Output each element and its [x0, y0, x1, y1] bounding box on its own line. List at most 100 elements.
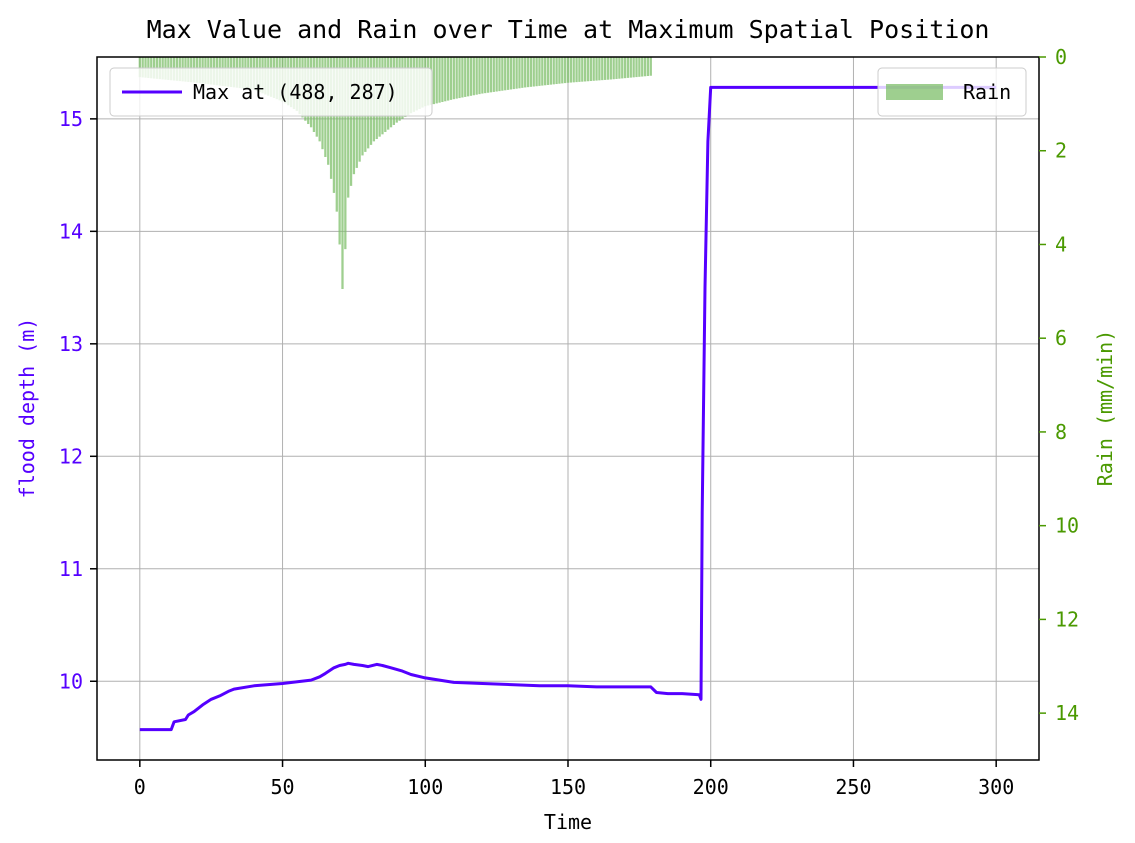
rain-bar [484, 57, 487, 94]
rain-bar [464, 57, 467, 97]
rain-bar [606, 57, 610, 80]
rain-bar [564, 57, 567, 84]
rain-bar [595, 57, 598, 81]
x-tick-label: 50 [270, 775, 294, 799]
rain-bar [341, 57, 344, 289]
rain-bar [329, 57, 333, 179]
rain-bar [641, 57, 644, 77]
rain-bar [561, 57, 564, 84]
rain-bar [586, 57, 590, 82]
rain-bar [526, 57, 530, 88]
rain-bar [512, 57, 515, 90]
rain-bar [506, 57, 510, 90]
y-left-tick-label: 13 [59, 332, 83, 356]
rain-bar [449, 57, 453, 100]
rain-bar [558, 57, 561, 84]
x-tick-label: 150 [550, 775, 586, 799]
rain-bar [552, 57, 555, 85]
rain-bar [544, 57, 547, 86]
rain-bar [349, 57, 353, 186]
rain-bar [643, 57, 647, 77]
rain-bar [438, 57, 441, 103]
x-tick-label: 100 [407, 775, 443, 799]
x-tick-label: 200 [693, 775, 729, 799]
y-axis-right-label: Rain (mm/min) [1093, 330, 1117, 487]
rain-bar [538, 57, 541, 86]
rain-bar [452, 57, 455, 100]
rain-bar [332, 57, 336, 193]
rain-bar [566, 57, 570, 83]
rain-bar [495, 57, 498, 92]
rain-bar [535, 57, 538, 87]
y-right-tick-label: 14 [1055, 701, 1079, 725]
y-axis-right: 0 2 4 6 8 10 12 14 [1039, 45, 1079, 725]
rain-bar [492, 57, 495, 92]
rain-bar [623, 57, 627, 79]
y-right-tick-label: 6 [1055, 326, 1067, 350]
y-right-tick-label: 0 [1055, 45, 1067, 69]
rain-bar [446, 57, 450, 101]
rain-bar [469, 57, 473, 96]
legend-rain-label: Rain [963, 80, 1011, 104]
rain-bar [475, 57, 478, 95]
x-axis-label: Time [544, 810, 592, 834]
y-right-tick-label: 12 [1055, 607, 1079, 631]
rain-bar [458, 57, 461, 99]
rain-bar [598, 57, 601, 81]
rain-bar [472, 57, 475, 96]
rain-bar [581, 57, 584, 82]
legend-rain-swatch [886, 84, 943, 100]
x-tick-label: 300 [978, 775, 1014, 799]
rain-bar [589, 57, 592, 82]
y-left-tick-label: 11 [59, 557, 83, 581]
y-right-tick-label: 10 [1055, 514, 1079, 538]
rain-bar [138, 57, 141, 78]
rain-bar [147, 57, 150, 78]
legend-rain: Rain [877, 67, 1027, 117]
rain-bar [518, 57, 521, 89]
rain-bar [335, 57, 338, 212]
depth-series-line [139, 85, 997, 732]
rain-bar [501, 57, 504, 91]
rain-bar [141, 57, 144, 78]
rain-bar [504, 57, 507, 91]
legend-depth-box [109, 67, 433, 117]
x-tick-label: 0 [134, 775, 146, 799]
rain-bar [578, 57, 581, 82]
rain-bar [455, 57, 458, 99]
rain-bar [615, 57, 618, 79]
rain-bar [629, 57, 632, 78]
y-left-tick-label: 12 [59, 444, 83, 468]
rain-bar [603, 57, 607, 80]
y-left-tick-label: 10 [59, 669, 83, 693]
rain-bar [344, 57, 347, 250]
rain-bar [618, 57, 621, 79]
rain-bar [144, 57, 147, 78]
rain-bar [529, 57, 533, 87]
x-tick-label: 250 [835, 775, 871, 799]
y-right-tick-label: 8 [1055, 420, 1067, 444]
rain-bar [541, 57, 544, 86]
rain-bar [549, 57, 553, 85]
y-axis-left-label: flood depth (m) [15, 318, 39, 499]
y-right-tick-label: 4 [1055, 232, 1067, 256]
rain-bar [546, 57, 550, 85]
rain-bar [575, 57, 578, 83]
rain-bar [592, 57, 595, 81]
rain-bar [435, 57, 438, 104]
rain-bar [444, 57, 447, 102]
rain-bar [521, 57, 524, 88]
rain-bar [515, 57, 518, 89]
rain-bar [466, 57, 470, 97]
rain-bar [621, 57, 624, 79]
rain-bar [347, 57, 350, 198]
rain-bar [498, 57, 501, 92]
chart-title: Max Value and Rain over Time at Maximum … [147, 15, 990, 44]
rain-bar [489, 57, 493, 93]
rain-bar [555, 57, 558, 85]
rain-bar [626, 57, 630, 78]
rain-bar [338, 57, 341, 245]
rain-bar [638, 57, 641, 77]
rain-bar [486, 57, 490, 93]
